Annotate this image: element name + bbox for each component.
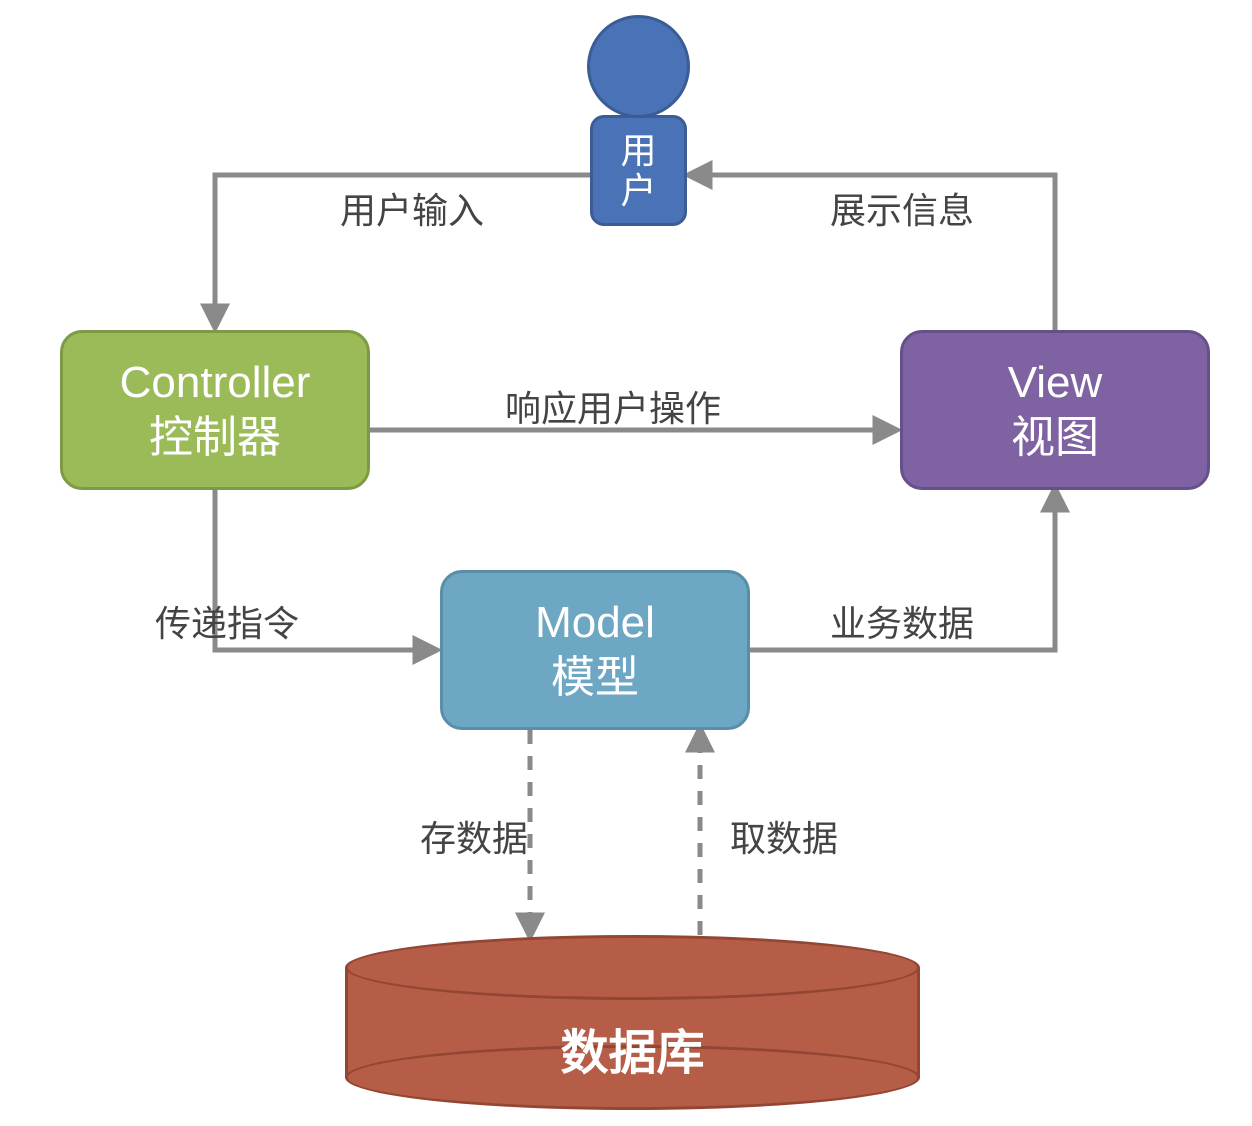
view-label-zh: 视图	[1011, 410, 1099, 465]
user-head-icon	[587, 15, 690, 118]
user-label: 用 户	[620, 131, 656, 210]
model-label-en: Model	[535, 595, 655, 650]
controller-label-zh: 控制器	[149, 410, 281, 465]
user-body: 用 户	[590, 115, 687, 226]
controller-label-en: Controller	[120, 355, 311, 410]
database-node: 数据库	[345, 935, 920, 1110]
edge-label-user-to-controller: 用户输入	[340, 182, 484, 234]
edge-label-controller-to-view: 响应用户操作	[505, 380, 721, 432]
view-node: View 视图	[900, 330, 1210, 490]
mvc-diagram: 用 户 Controller 控制器 View 视图 Model 模型 数据库 …	[0, 0, 1252, 1126]
database-label: 数据库	[345, 1013, 920, 1083]
controller-node: Controller 控制器	[60, 330, 370, 490]
database-top-ellipse	[345, 935, 920, 1000]
edge-label-model-to-db: 存数据	[420, 810, 528, 862]
edge-label-db-to-model: 取数据	[730, 810, 838, 862]
edge-label-view-to-user: 展示信息	[830, 182, 974, 234]
view-label-en: View	[1008, 355, 1103, 410]
model-node: Model 模型	[440, 570, 750, 730]
edge-label-model-to-view: 业务数据	[830, 595, 974, 647]
edge-label-controller-to-model: 传递指令	[155, 595, 299, 647]
model-label-zh: 模型	[551, 650, 639, 705]
